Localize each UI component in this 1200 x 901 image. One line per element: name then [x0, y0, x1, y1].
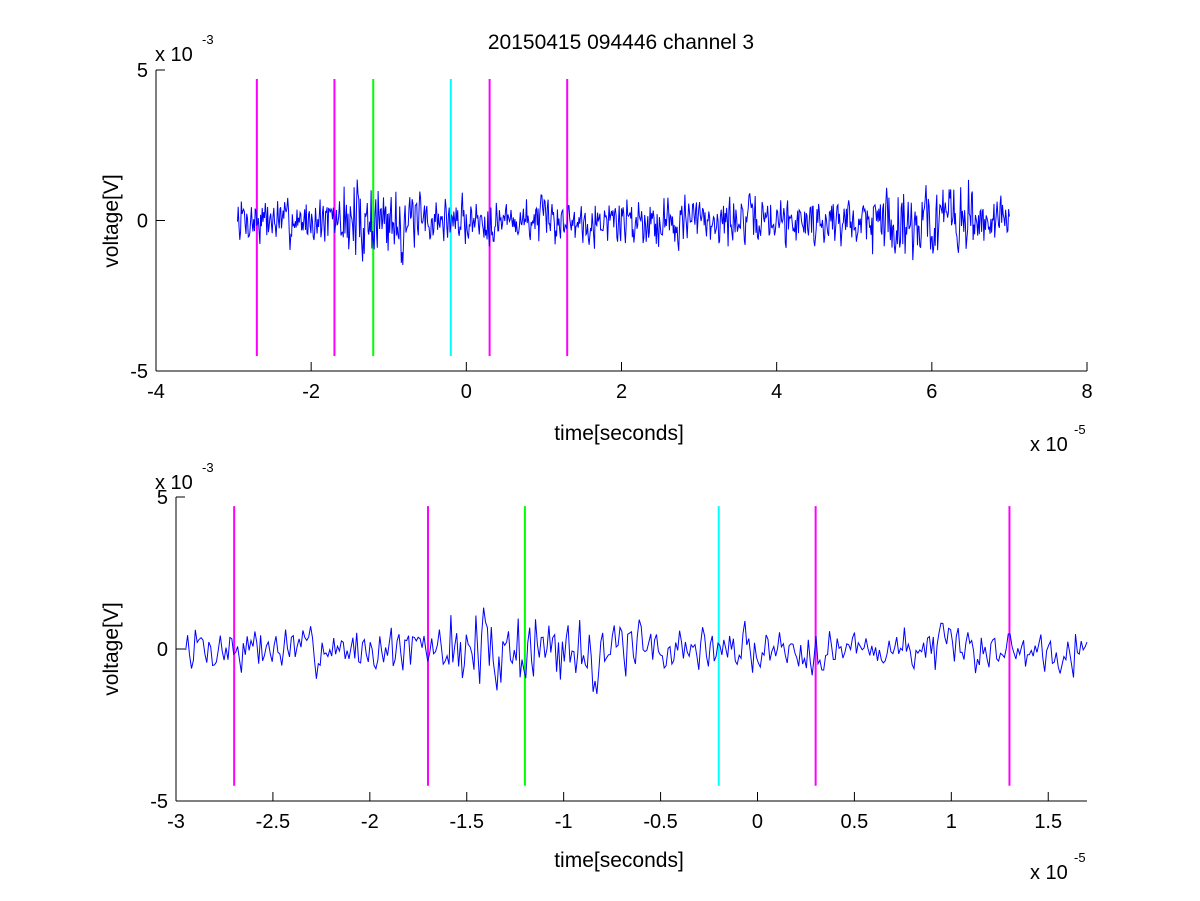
- x-axis-label-bottom: time[seconds]: [554, 849, 684, 872]
- x-ticks-top: -4 -2 0 2 4 6 8: [147, 362, 1093, 403]
- x-tick-label: -3: [167, 811, 185, 833]
- y-multiplier-top: x 10: [155, 44, 193, 66]
- y-tick-label: 5: [137, 60, 148, 82]
- y-exponent-top: x 10 -3: [155, 32, 214, 66]
- x-exponent-bottom: x 10 -5: [1030, 850, 1086, 884]
- y-exponent-bottom: x 10 -3: [155, 460, 214, 494]
- x-tick-label: -2: [361, 811, 379, 833]
- x-tick-label: 0: [752, 811, 763, 833]
- x-tick-label: 0.5: [840, 811, 868, 833]
- x-tick-label: -2: [302, 381, 320, 403]
- y-exponent-value-bottom: -3: [202, 460, 214, 475]
- x-ticks-bottom: -3 -2.5 -2 -1.5 -1 -0.5 0 0.5 1 1.5: [167, 792, 1062, 833]
- x-tick-label: 8: [1081, 381, 1092, 403]
- y-tick-label: 5: [157, 487, 168, 509]
- x-tick-label: -1.5: [450, 811, 484, 833]
- x-exponent-value-bottom: -5: [1074, 850, 1086, 865]
- x-tick-label: 2: [616, 381, 627, 403]
- event-markers-bottom: [233, 506, 1011, 786]
- x-tick-label: -2.5: [256, 811, 290, 833]
- y-exponent-value-top: -3: [202, 32, 214, 47]
- x-axis-label-top: time[seconds]: [554, 422, 684, 445]
- x-tick-label: 1.5: [1034, 811, 1062, 833]
- x-tick-label: -1: [555, 811, 573, 833]
- x-tick-label: 4: [771, 381, 782, 403]
- chart-title: 20150415 094446 channel 3: [488, 31, 754, 54]
- x-tick-label: 6: [926, 381, 937, 403]
- y-ticks-top: -5 0 5: [130, 60, 165, 383]
- y-tick-label: -5: [150, 791, 168, 813]
- y-tick-label: 0: [157, 639, 168, 661]
- y-tick-label: 0: [137, 211, 148, 233]
- signal-line-top: [237, 179, 1010, 266]
- subplot-top: -4 -2 0 2 4 6 8 -5 0 5 20150415 094446 channel 3…: [100, 31, 1093, 456]
- y-axis-label-bottom: voltage[V]: [100, 602, 123, 695]
- y-ticks-bottom: -5 0 5: [150, 487, 185, 813]
- signal-line-bottom: [185, 607, 1088, 694]
- x-tick-label: 0: [461, 381, 472, 403]
- plot-area-bottom: [176, 497, 1087, 801]
- y-tick-label: -5: [130, 361, 148, 383]
- x-tick-label: -4: [147, 381, 165, 403]
- x-tick-label: 1: [946, 811, 957, 833]
- x-multiplier-bottom: x 10: [1030, 862, 1068, 884]
- x-multiplier-top: x 10: [1030, 434, 1068, 456]
- x-exponent-top: x 10 -5: [1030, 422, 1086, 456]
- subplot-bottom: -3 -2.5 -2 -1.5 -1 -0.5 0 0.5 1 1.5 -5 0 5 time[sec…: [100, 460, 1088, 884]
- x-exponent-value-top: -5: [1074, 422, 1086, 437]
- y-axis-label-top: voltage[V]: [100, 174, 123, 267]
- x-tick-label: -0.5: [643, 811, 677, 833]
- y-multiplier-bottom: x 10: [155, 472, 193, 494]
